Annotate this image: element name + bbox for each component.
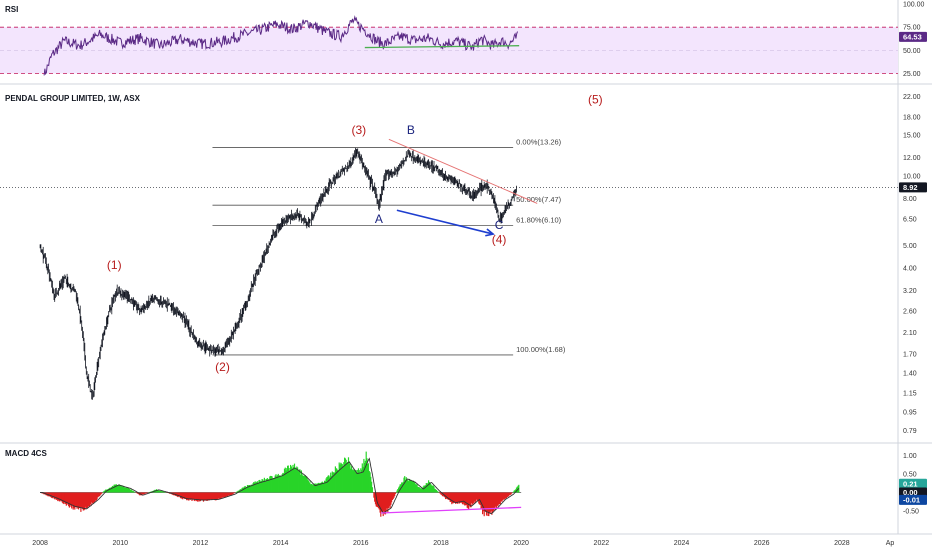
rsi-tick-label: 50.00 [903,48,921,55]
wave-label: (4) [492,232,507,246]
price-tick-label: 15.00 [903,133,921,140]
rsi-line [43,15,518,76]
rsi-axis: 100.00 75.00 50.00 25.00 [903,2,925,79]
rsi-tick-label: 75.00 [903,25,921,32]
time-tick-label: 2026 [754,540,770,547]
price-tick-label: 12.00 [903,155,921,162]
price-pane[interactable]: PENDAL GROUP LIMITED, 1W, ASX 0.00%(13.2… [0,92,927,435]
price-pane-title: PENDAL GROUP LIMITED, 1W, ASX [5,94,141,103]
abc-arrow[interactable] [396,209,495,237]
abc-label: A [375,212,383,226]
price-tick-label: 22.00 [903,94,921,101]
fib-level-label: 61.80%(6.10) [516,216,562,225]
macd-histogram [40,451,520,517]
macd-badge-value: -0.01 [903,496,920,505]
fib-level-label: 100.00%(1.68) [516,345,566,354]
wave-label: (2) [215,360,230,374]
price-tick-label: 0.95 [903,410,917,417]
rsi-trendline[interactable] [364,45,520,49]
rsi-pane[interactable]: RSI 100.00 75.00 50.00 25.00 64.53 [0,2,927,79]
last-price-value: 8.92 [903,183,918,192]
macd-signal-line [40,457,520,515]
time-tick-label: 2028 [834,540,850,547]
price-axis: 22.00 18.00 15.00 12.00 10.00 8.00 6.50 5.00 4.0… [903,94,921,435]
macd-value-badge: -0.01 [899,494,927,505]
time-tick-label: 2016 [353,540,369,547]
price-tick-label: 10.00 [903,173,921,180]
price-bars [39,147,517,400]
macd-trendline[interactable] [380,506,522,514]
price-tick-label: 1.15 [903,390,917,397]
price-tick-label: 18.00 [903,114,921,121]
macd-tick-label: 1.00 [903,453,917,460]
macd-tick-label: -0.50 [903,509,919,516]
fib-level-label: 0.00%(13.26) [516,138,562,147]
price-tick-label: 1.40 [903,371,917,378]
macd-badge-bg [899,494,927,505]
price-tick-label: 2.10 [903,330,917,337]
macd-badge-value: 0.21 [903,479,918,488]
price-tick-label: 2.60 [903,309,917,316]
macd-pane-title: MACD 4CS [5,449,47,458]
price-tick-label: 6.50 [903,217,917,224]
fibonacci-retracement[interactable]: 0.00%(13.26) 50.00%(7.47) 61.80%(6.10) 100.… [212,138,566,356]
macd-axis: 1.00 0.50 -0.50 [903,453,919,516]
rsi-tick-label: 100.00 [903,2,925,9]
abc-correction-labels: A B C [375,123,504,232]
wave-label: (5) [588,92,603,106]
price-tick-label: 3.20 [903,288,917,295]
price-tick-label: 8.00 [903,196,917,203]
time-tick-label: 2014 [273,540,289,547]
elliott-wave-labels: (1) (2) (3) (4) (5) [107,92,603,374]
abc-label: B [407,123,415,137]
macd-tick-label: 0.50 [903,471,917,478]
price-tick-label: 5.00 [903,243,917,250]
macd-value-badges: 0.210.00-0.01 [899,478,927,505]
time-axis[interactable]: 2008 2010 2012 2014 2016 2018 2020 2022 2024 2026… [32,540,894,547]
fib-level-label: 50.00%(7.47) [516,195,562,204]
price-tick-label: 0.79 [903,428,917,435]
time-tick-label: Ap [886,540,895,547]
time-tick-label: 2020 [513,540,529,547]
abc-label: C [495,218,504,232]
wave-label: (1) [107,258,122,272]
time-tick-label: 2022 [594,540,610,547]
price-tick-label: 4.00 [903,265,917,272]
time-tick-label: 2018 [433,540,449,547]
rsi-pane-title: RSI [5,5,18,14]
wave-label: (3) [351,123,366,137]
macd-badge-value: 0.00 [903,488,918,497]
macd-badge-bg [899,478,927,489]
time-tick-label: 2012 [193,540,209,547]
price-trendline[interactable] [388,138,538,204]
arrow-shaft [396,209,494,235]
time-tick-label: 2008 [32,540,48,547]
price-tick-label: 1.70 [903,351,917,358]
macd-value-badge: 0.21 [899,478,927,489]
rsi-last-value: 64.53 [903,33,922,42]
time-tick-label: 2010 [112,540,128,547]
chart-frame [0,0,932,535]
time-tick-label: 2024 [674,540,690,547]
macd-pane[interactable]: MACD 4CS 1.00 0.50 -0.50 0.210.00-0.01 [5,449,927,517]
rsi-tick-label: 25.00 [903,71,921,78]
last-price-badge: 8.92 [899,182,927,193]
rsi-last-value-badge: 64.53 [899,31,927,42]
arrow-head [485,228,495,237]
